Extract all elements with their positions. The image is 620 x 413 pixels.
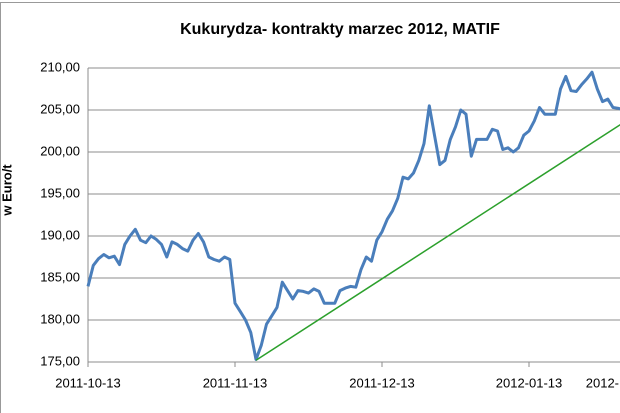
x-tick-label: 2012- (586, 375, 619, 390)
chart-title: Kukurydza- kontrakty marzec 2012, MATIF (180, 21, 500, 38)
y-axis-title: w Euro/t (0, 164, 14, 217)
x-tick-label: 2011-12-13 (349, 375, 415, 390)
y-tick-label: 175,00 (40, 353, 80, 368)
y-tick-label: 210,00 (40, 59, 80, 74)
y-tick-label: 195,00 (40, 185, 80, 200)
data-line (86, 70, 620, 361)
x-tick-label: 2012-01-13 (496, 375, 563, 390)
y-tick-label: 200,00 (40, 143, 80, 158)
x-tick-label: 2011-10-13 (55, 375, 121, 390)
y-tick-label: 180,00 (40, 311, 80, 326)
y-tick-label: 185,00 (40, 269, 80, 284)
trend-line (255, 123, 620, 361)
y-tick-label: 205,00 (40, 101, 80, 116)
y-tick-label: 190,00 (40, 227, 80, 242)
x-tick-label: 2011-11-13 (203, 375, 268, 390)
